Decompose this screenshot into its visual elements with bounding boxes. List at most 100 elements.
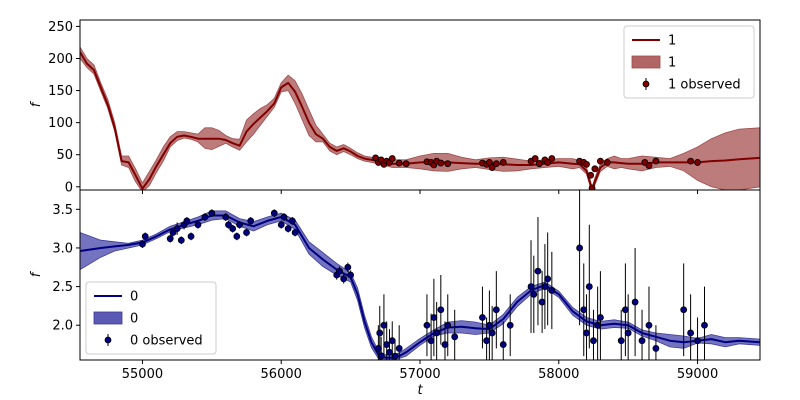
bottom-observed-point [388,337,396,345]
bottom-ytick-label: 2.5 [52,280,73,295]
bottom-observed-point [270,209,278,217]
bottom-legend-label: 0 [130,312,138,327]
bottom-observed-point [141,232,149,240]
bottom-xtick-label: 55000 [122,367,163,382]
top-legend-label: 1 [668,34,676,49]
bottom-observed-point [139,240,146,248]
xlabel: t [417,383,423,398]
bottom-legend-label: 0 observed [130,334,203,349]
bottom-observed-point [485,321,493,329]
top-legend-label: 1 observed [668,78,741,93]
top-observed-point [388,155,396,162]
bottom-observed-point [444,321,452,329]
top-observed-point [395,159,403,167]
bottom-observed-point [544,275,552,283]
top-observed-point [687,157,695,165]
bottom-observed-point [383,341,391,348]
bottom-observed-point [247,217,255,225]
top-observed-point [694,159,701,166]
bottom-ylabel: f [29,270,44,277]
bottom-legend: 0 0 0 observed [85,281,217,355]
bottom-observed-point [541,283,549,290]
top-observed-point [535,160,543,168]
bottom-observed-point [433,329,441,337]
bottom-observed-point [506,321,514,329]
bottom-observed-point [694,337,701,345]
top-observed-point [588,184,596,190]
top-ytick-label: 0 [65,180,73,195]
bottom-observed-point [201,213,209,221]
bottom-observed-point [166,235,174,243]
top-observed-point [437,159,445,167]
bottom-observed-point [222,213,230,221]
top-observed-point [488,164,496,171]
top-observed-point [597,157,604,165]
top-observed-point [544,159,552,166]
bottom-observed-point [277,221,285,229]
top-legend-point-swatch [642,80,650,88]
bottom-observed-point [169,229,177,236]
bottom-observed-point [430,314,438,321]
bottom-observed-point [597,314,604,321]
bottom-xtick-label: 58000 [538,367,579,382]
bottom-observed-point [291,229,299,236]
top-ytick-label: 150 [48,84,73,99]
bottom-observed-point [177,236,185,244]
bottom-observed-point [187,232,195,240]
bottom-observed-point [437,306,445,314]
bottom-observed-point [344,263,352,271]
bottom-legend-band-swatch [93,311,123,325]
bottom-observed-point [499,341,507,348]
bottom-observed-point [347,271,355,279]
bottom-observed-point [423,321,431,329]
bottom-observed-point [441,341,449,348]
bottom-plot-area [80,190,760,360]
top-observed-point [485,159,493,166]
top-ytick-label: 200 [48,52,73,67]
panel-top: 0 50 100 150 200 250 f 1 1 1 observed [29,19,761,195]
bottom-observed-point [492,306,500,314]
top-observed-point [402,160,410,168]
bottom-observed-point [590,337,597,345]
top-mean-line [80,51,760,190]
top-observed-point [591,165,599,173]
top-observed-point [444,160,452,168]
bottom-ytick-label: 3.5 [52,203,73,218]
top-observed-point [652,157,660,165]
top-legend-label: 1 [668,56,676,71]
bottom-legend-box [85,281,217,355]
bottom-observed-point [534,267,542,275]
top-plot-area [80,46,760,190]
bottom-observed-point [621,306,629,314]
bottom-observed-point [395,345,403,352]
top-observed-point [548,155,556,162]
bottom-observed-point [538,298,546,306]
bottom-observed-point [527,283,535,290]
bottom-observed-point [243,229,250,236]
top-observed-point [531,155,539,162]
bottom-observed-point [208,209,216,217]
bottom-legend-point-swatch [104,336,112,344]
bottom-observed-point [280,213,288,221]
bottom-xtick-label: 59000 [677,367,718,382]
top-ylabel: f [29,100,44,107]
bottom-observed-point [680,306,688,314]
bottom-observed-point [380,321,388,329]
bottom-observed-point [374,345,382,352]
bottom-xtick-label: 57000 [399,367,440,382]
bottom-observed-point [183,217,191,225]
bottom-observed-point [376,329,384,337]
bottom-observed-point [548,287,556,294]
bottom-observed-point [386,348,393,356]
bottom-observed-point [652,345,660,352]
top-legend-band-swatch [631,55,661,69]
panel-bottom: 2.0 2.5 3.0 3.5 f 55000 56000 57000 58000 59000 t 0… [29,189,761,398]
top-observed-point [492,160,500,168]
bottom-observed-point [377,352,385,360]
bottom-observed-point [617,337,625,345]
bottom-observed-point [576,244,583,252]
bottom-observed-point [631,298,639,306]
top-observed-point [603,159,611,166]
bottom-observed-point [585,283,593,290]
